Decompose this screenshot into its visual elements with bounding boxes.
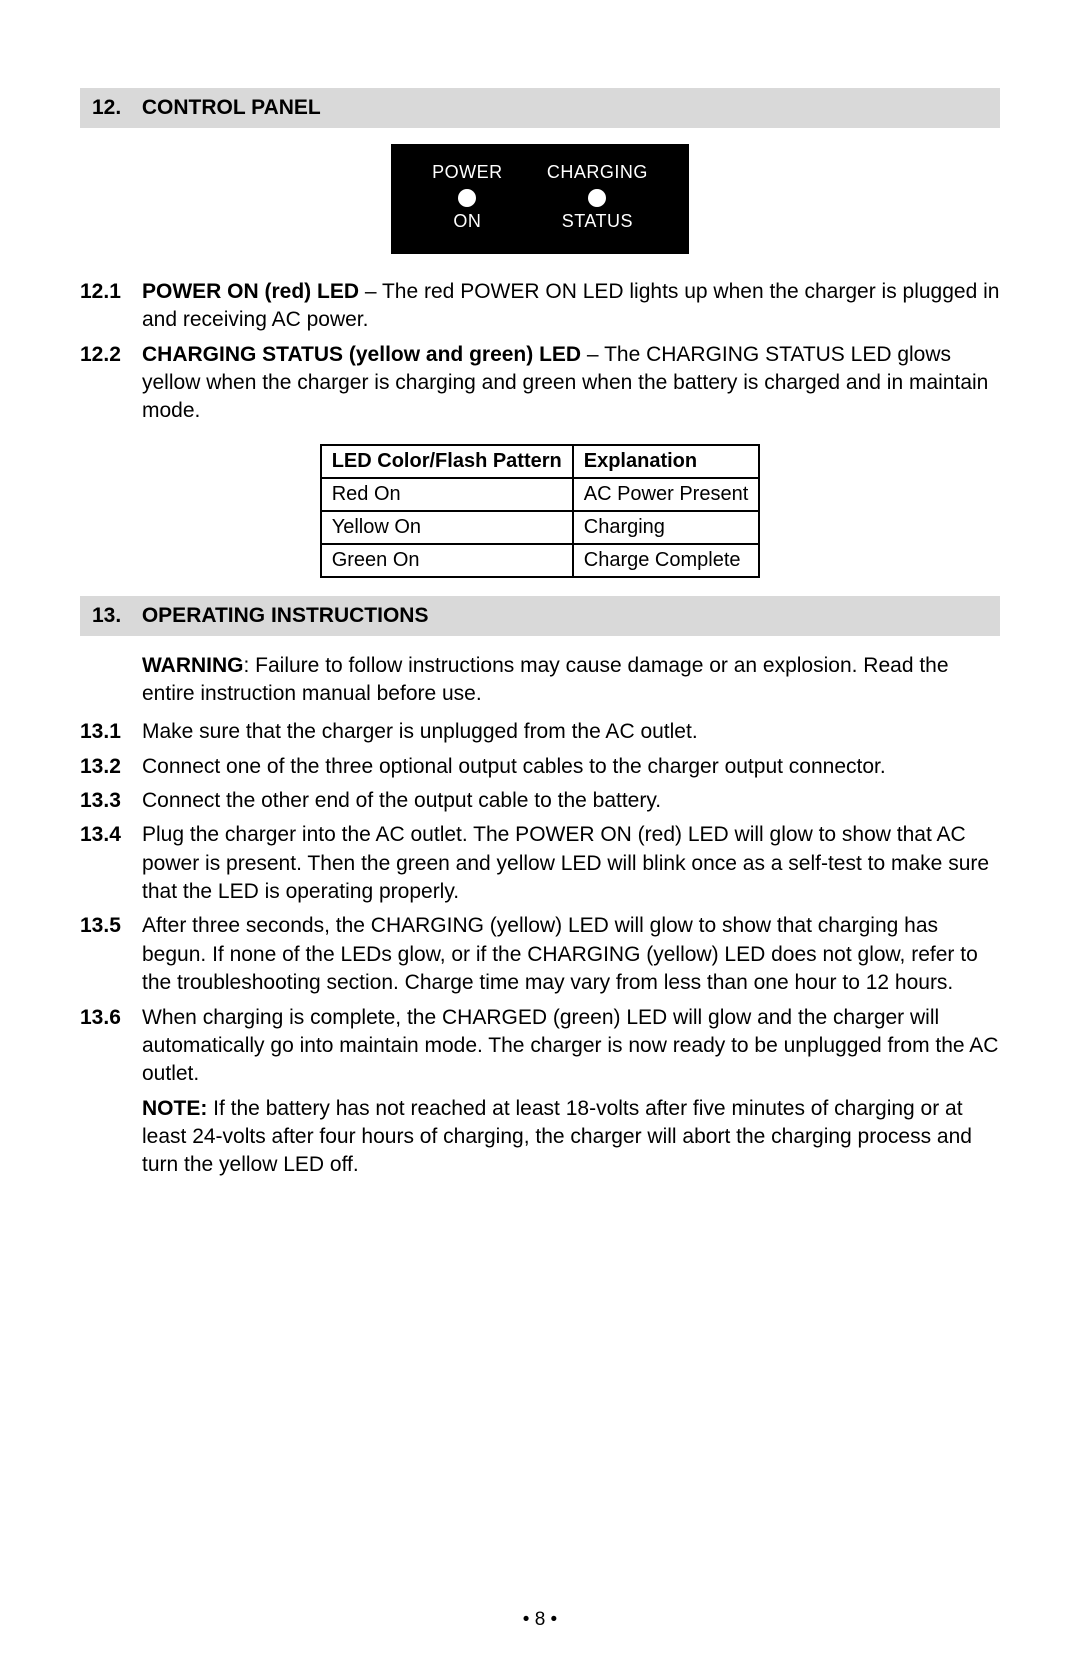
panel-label-on: ON xyxy=(432,211,503,232)
section-13-title: OPERATING INSTRUCTIONS xyxy=(142,604,429,627)
warning-paragraph: WARNING: Failure to follow instructions … xyxy=(142,652,1000,709)
manual-page: 12. CONTROL PANEL POWER ON CHARGING STAT… xyxy=(0,0,1080,1669)
item-text: POWER ON (red) LED – The red POWER ON LE… xyxy=(142,278,1000,335)
item-lead: CHARGING STATUS (yellow and green) LED xyxy=(142,343,581,366)
item-number: 12.2 xyxy=(80,341,142,426)
led-dot-icon xyxy=(588,189,606,207)
led-dot-icon xyxy=(458,189,476,207)
panel-label-charging: CHARGING xyxy=(547,162,648,183)
led-status-table: LED Color/Flash Pattern Explanation Red … xyxy=(320,444,761,578)
panel-label-status: STATUS xyxy=(547,211,648,232)
item-12-2: 12.2 CHARGING STATUS (yellow and green) … xyxy=(80,341,1000,426)
item-number: 13.6 xyxy=(80,1004,142,1089)
table-row: Red On AC Power Present xyxy=(321,478,760,511)
item-number: 13.1 xyxy=(80,718,142,746)
table-cell: Green On xyxy=(321,544,573,577)
item-13-3: 13.3 Connect the other end of the output… xyxy=(80,787,1000,815)
panel-col-power: POWER ON xyxy=(432,162,503,232)
table-cell: Yellow On xyxy=(321,511,573,544)
table-header-cell: LED Color/Flash Pattern xyxy=(321,445,573,478)
table-cell: Charging xyxy=(573,511,760,544)
warning-label: WARNING xyxy=(142,654,244,677)
item-text: CHARGING STATUS (yellow and green) LED –… xyxy=(142,341,1000,426)
item-number: 13.3 xyxy=(80,787,142,815)
table-row: Yellow On Charging xyxy=(321,511,760,544)
item-13-4: 13.4 Plug the charger into the AC outlet… xyxy=(80,821,1000,906)
item-number: 13.2 xyxy=(80,753,142,781)
item-13-6: 13.6 When charging is complete, the CHAR… xyxy=(80,1004,1000,1089)
table-cell: AC Power Present xyxy=(573,478,760,511)
table-header-cell: Explanation xyxy=(573,445,760,478)
item-body: After three seconds, the CHARGING (yello… xyxy=(142,912,1000,997)
note-body: If the battery has not reached at least … xyxy=(142,1097,972,1177)
item-body: Connect one of the three optional output… xyxy=(142,753,1000,781)
section-13-number: 13. xyxy=(92,604,136,628)
item-number: 12.1 xyxy=(80,278,142,335)
item-13-1: 13.1 Make sure that the charger is unplu… xyxy=(80,718,1000,746)
item-body: Connect the other end of the output cabl… xyxy=(142,787,1000,815)
item-number: 13.5 xyxy=(80,912,142,997)
note-paragraph: NOTE: If the battery has not reached at … xyxy=(142,1095,1000,1180)
item-13-5: 13.5 After three seconds, the CHARGING (… xyxy=(80,912,1000,997)
panel-label-power: POWER xyxy=(432,162,503,183)
panel-col-charging: CHARGING STATUS xyxy=(547,162,648,232)
control-panel-box: POWER ON CHARGING STATUS xyxy=(391,144,689,254)
item-12-1: 12.1 POWER ON (red) LED – The red POWER … xyxy=(80,278,1000,335)
section-13-header: 13. OPERATING INSTRUCTIONS xyxy=(80,596,1000,636)
control-panel-figure: POWER ON CHARGING STATUS xyxy=(80,144,1000,254)
section-12-header: 12. CONTROL PANEL xyxy=(80,88,1000,128)
item-body: Make sure that the charger is unplugged … xyxy=(142,718,1000,746)
item-number: 13.4 xyxy=(80,821,142,906)
item-body: When charging is complete, the CHARGED (… xyxy=(142,1004,1000,1089)
table-cell: Charge Complete xyxy=(573,544,760,577)
note-label: NOTE: xyxy=(142,1097,207,1120)
warning-body: : Failure to follow instructions may cau… xyxy=(142,654,949,705)
section-12-number: 12. xyxy=(92,96,136,120)
table-row: Green On Charge Complete xyxy=(321,544,760,577)
page-number: • 8 • xyxy=(0,1609,1080,1631)
item-body: Plug the charger into the AC outlet. The… xyxy=(142,821,1000,906)
table-cell: Red On xyxy=(321,478,573,511)
section-12-title: CONTROL PANEL xyxy=(142,96,321,119)
item-13-2: 13.2 Connect one of the three optional o… xyxy=(80,753,1000,781)
item-lead: POWER ON (red) LED xyxy=(142,280,359,303)
table-header-row: LED Color/Flash Pattern Explanation xyxy=(321,445,760,478)
